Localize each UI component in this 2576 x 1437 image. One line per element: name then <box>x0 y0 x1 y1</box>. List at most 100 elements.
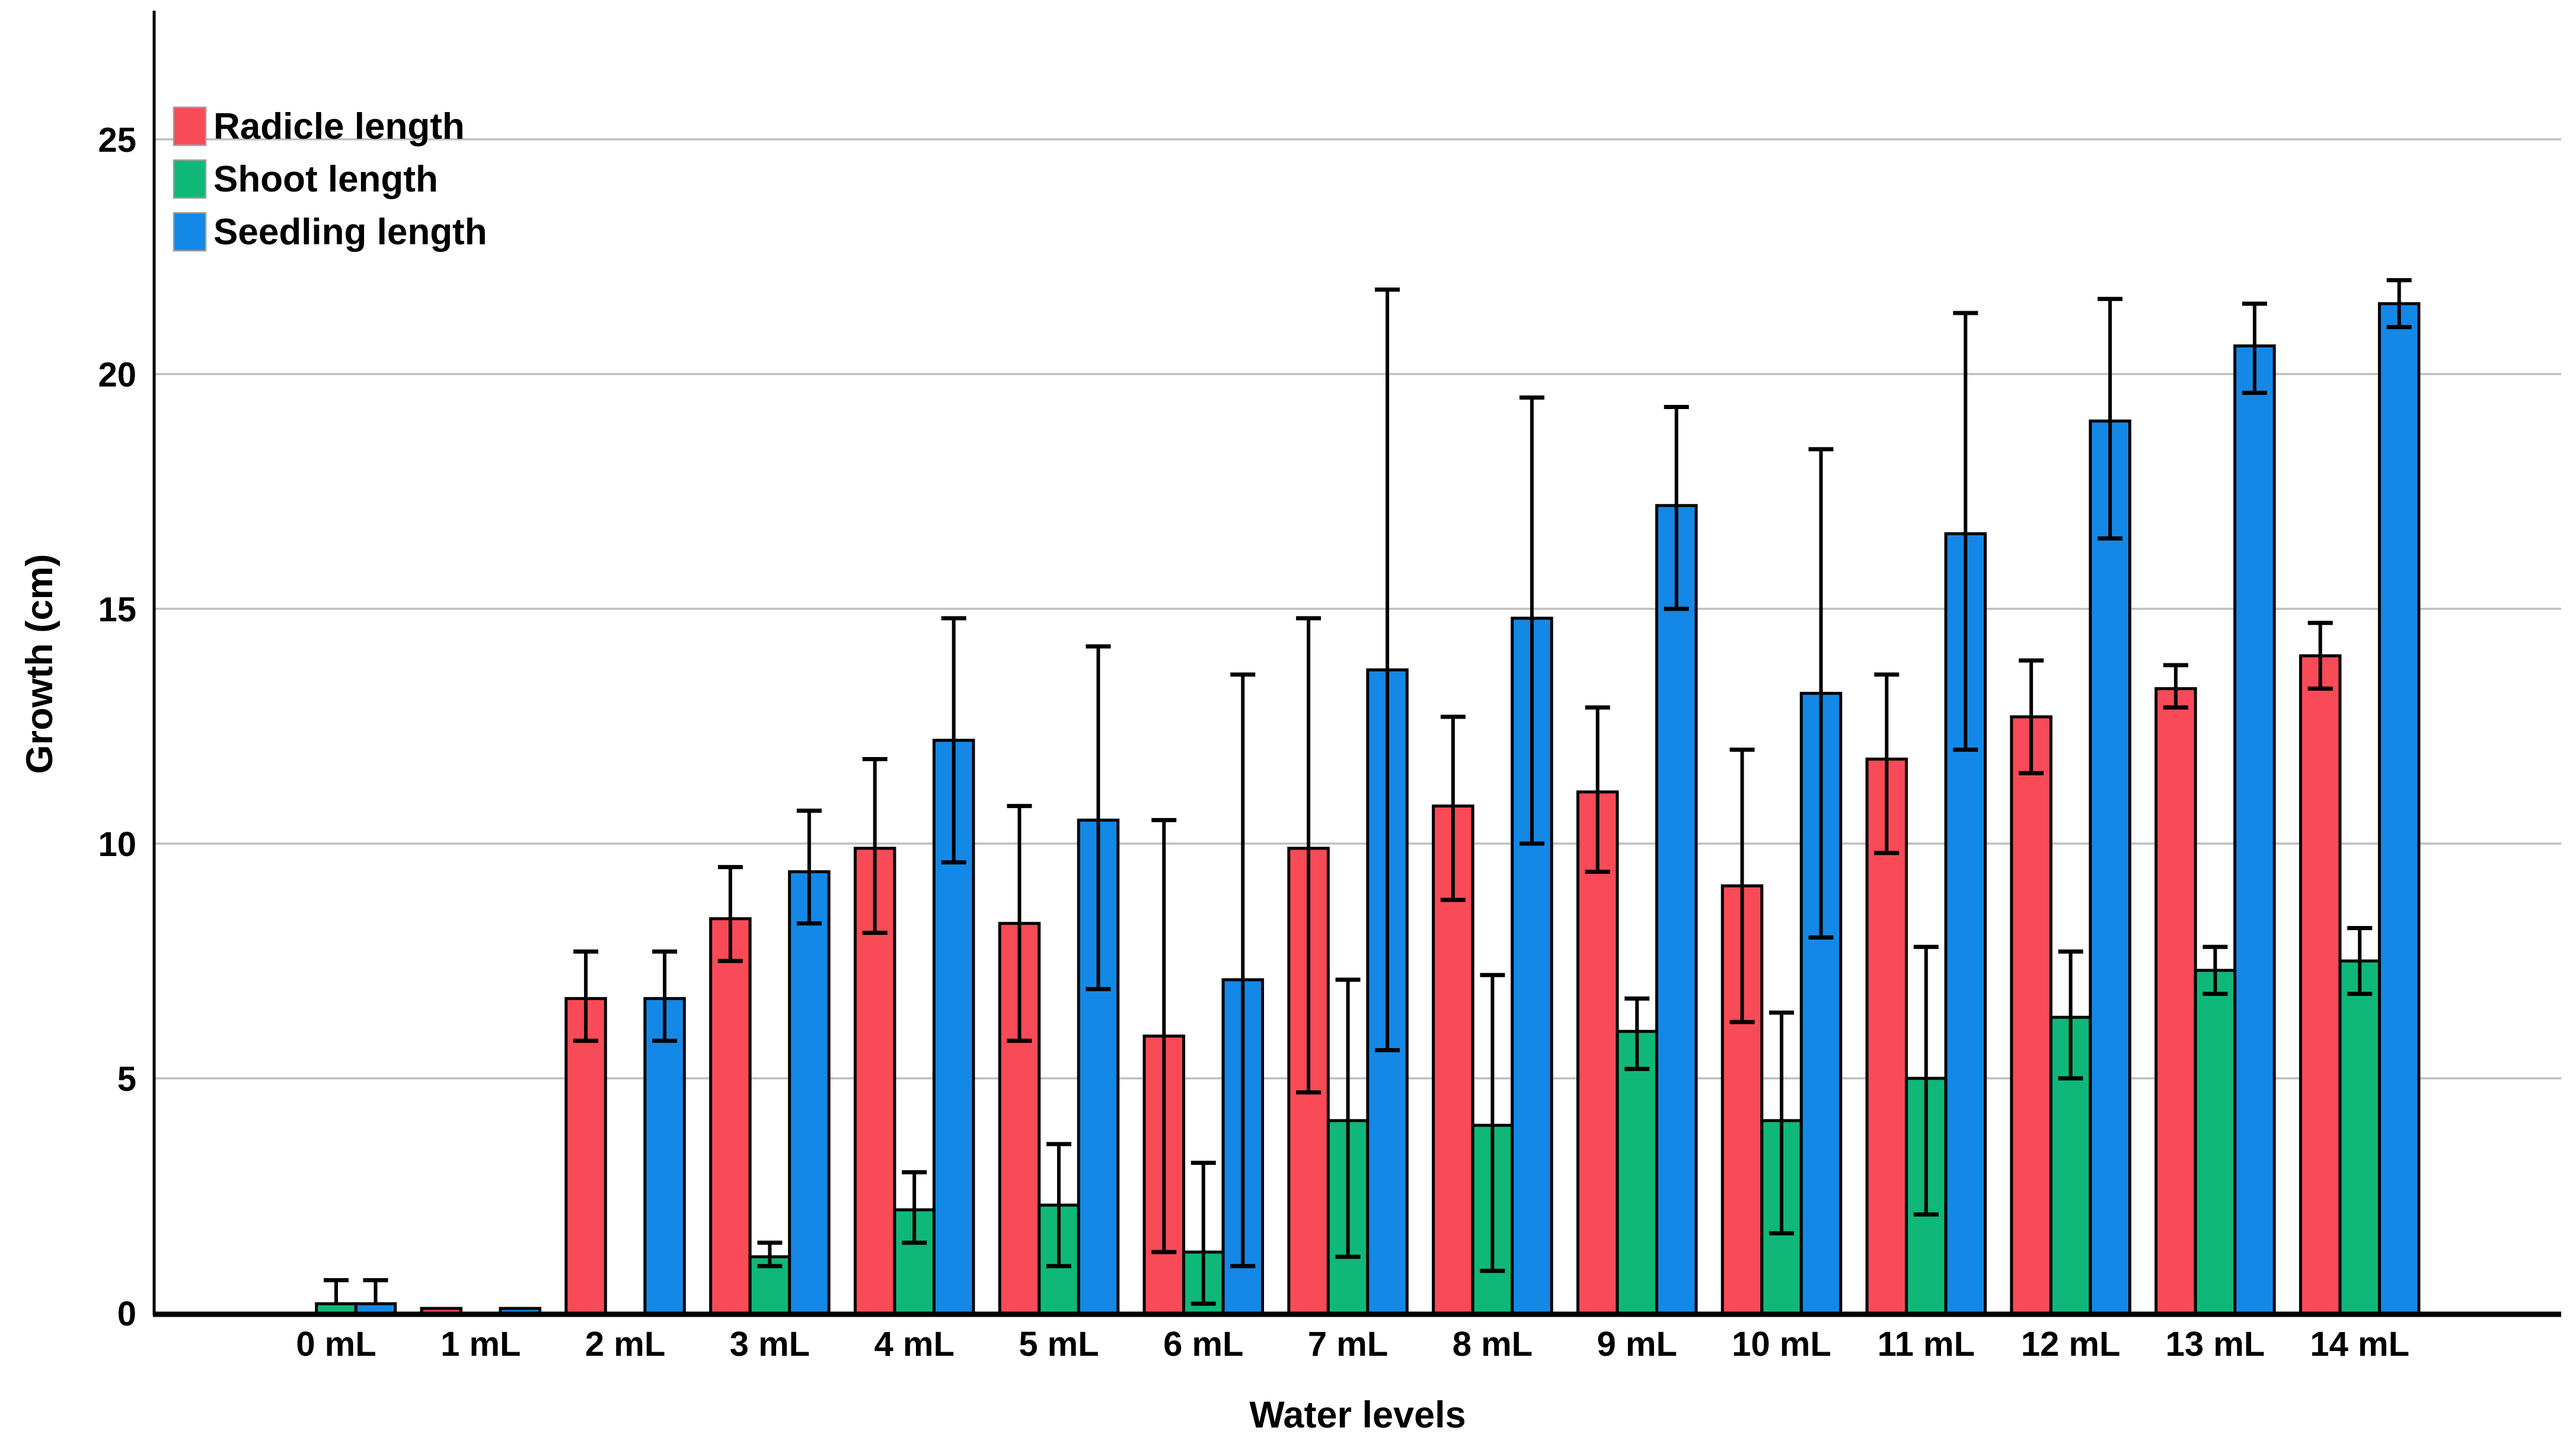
error-bar-seedling-length-10-mL <box>1808 447 1834 940</box>
error-bar-radicle-length-12-mL <box>2019 658 2044 775</box>
y-tick-label-0: 0 <box>117 1295 136 1333</box>
error-bar-shoot-length-8-mL <box>1480 973 1505 1273</box>
axes <box>152 11 2561 1317</box>
x-tick-labels: 0 mL 1 mL 2 mL 3 mL 4 mL 5 mL 6 mL 7 mL 8 mL 9 mL… <box>296 1325 2409 1363</box>
y-tick-labels: 0 5 10 15 20 25 <box>98 121 136 1333</box>
x-tick-label-12-mL: 12 mL <box>2021 1325 2121 1363</box>
legend-label-radicle-length: Radicle length <box>213 106 465 147</box>
y-axis-title: Growth (cm) <box>19 554 60 774</box>
x-tick-label-9-mL: 9 mL <box>1597 1325 1677 1363</box>
bar-radicle-length-2-mL <box>564 997 607 1315</box>
error-bar-radicle-length-13-mL <box>2163 663 2188 710</box>
x-tick-label-4-mL: 4 mL <box>874 1325 955 1363</box>
bar-shoot-length-14-mL <box>2338 959 2381 1315</box>
error-bar-seedling-length-4-mL <box>941 616 966 865</box>
x-tick-label-3-mL: 3 mL <box>730 1325 810 1363</box>
legend-swatch-shoot-length <box>173 159 207 199</box>
bar-radicle-length-13-mL <box>2154 687 2197 1315</box>
error-bar-shoot-length-13-mL <box>2202 944 2228 996</box>
error-bar-radicle-length-11-mL <box>1874 672 1900 855</box>
bar-radicle-length-3-mL <box>709 917 752 1315</box>
y-tick-label-15: 15 <box>98 590 136 629</box>
bars <box>315 278 2421 1315</box>
x-tick-label-6-mL: 6 mL <box>1163 1325 1243 1363</box>
x-tick-label-0-mL: 0 mL <box>296 1325 376 1363</box>
series-shoot-length <box>315 926 2381 1315</box>
x-tick-label-11-mL: 11 mL <box>1878 1325 1975 1363</box>
error-bar-radicle-length-3-mL <box>717 865 743 963</box>
error-bar-seedling-length-14-mL <box>2386 278 2412 330</box>
bar-radicle-length-9-mL <box>1576 790 1619 1315</box>
x-tick-label-1-mL: 1 mL <box>440 1325 521 1363</box>
error-bar-shoot-length-10-mL <box>1769 1010 1794 1235</box>
error-bar-shoot-length-5-mL <box>1046 1142 1071 1269</box>
error-bar-radicle-length-5-mL <box>1007 804 1032 1043</box>
error-bar-seedling-length-12-mL <box>2098 296 2123 541</box>
x-tick-label-2-mL: 2 mL <box>585 1325 665 1363</box>
gridlines <box>154 138 2561 1080</box>
error-bar-seedling-length-8-mL <box>1519 395 1544 846</box>
y-tick-label-5: 5 <box>117 1060 136 1098</box>
error-bar-radicle-length-4-mL <box>862 756 888 935</box>
legend-label-shoot-length: Shoot length <box>213 159 438 200</box>
bar-shoot-length-13-mL <box>2194 969 2237 1315</box>
error-bar-seedling-length-3-mL <box>796 809 822 926</box>
legend-swatch-radicle-length <box>173 106 207 146</box>
error-bar-radicle-length-6-mL <box>1151 818 1177 1254</box>
bar-radicle-length-14-mL <box>2299 654 2342 1315</box>
error-bar-shoot-length-12-mL <box>2058 949 2083 1081</box>
bar-seedling-length-14-mL <box>2377 302 2421 1315</box>
error-bar-seedling-length-13-mL <box>2242 301 2267 395</box>
y-tick-label-20: 20 <box>98 356 136 394</box>
bar-radicle-length-4-mL <box>853 847 896 1315</box>
legend: Radicle length Shoot length Seedling lengt… <box>173 106 487 253</box>
error-bar-shoot-length-4-mL <box>902 1170 927 1245</box>
error-bar-shoot-length-14-mL <box>2347 926 2373 996</box>
bar-seedling-length-9-mL <box>1655 504 1698 1315</box>
bar-seedling-length-13-mL <box>2233 344 2276 1315</box>
error-bar-seedling-length-0-mL <box>363 1278 388 1304</box>
error-bar-radicle-length-10-mL <box>1729 748 1755 1024</box>
error-bar-seedling-length-9-mL <box>1664 404 1689 611</box>
error-bar-radicle-length-2-mL <box>573 949 599 1043</box>
error-bar-seedling-length-11-mL <box>1953 311 1978 752</box>
error-bar-shoot-length-0-mL <box>324 1278 349 1304</box>
error-bar-shoot-length-7-mL <box>1335 978 1361 1259</box>
bar-seedling-length-12-mL <box>2089 419 2131 1315</box>
error-bar-seedling-length-5-mL <box>1086 644 1111 992</box>
error-bar-seedling-length-6-mL <box>1230 672 1256 1269</box>
series-radicle-length <box>420 616 2342 1315</box>
bar-shoot-length-9-mL <box>1616 1030 1658 1315</box>
error-bar-seedling-length-2-mL <box>652 949 678 1043</box>
error-bar-radicle-length-14-mL <box>2307 621 2333 691</box>
error-bar-shoot-length-9-mL <box>1624 996 1650 1071</box>
y-tick-label-25: 25 <box>98 121 136 159</box>
error-bar-shoot-length-11-mL <box>1913 944 1939 1217</box>
bar-radicle-length-12-mL <box>2010 715 2052 1315</box>
bar-seedling-length-5-mL <box>1077 818 1120 1315</box>
x-tick-label-13-mL: 13 mL <box>2166 1325 2265 1363</box>
error-bar-radicle-length-8-mL <box>1440 714 1466 902</box>
error-bar-shoot-length-3-mL <box>757 1240 783 1269</box>
error-bar-shoot-length-6-mL <box>1190 1161 1216 1306</box>
x-tick-label-14-mL: 14 mL <box>2310 1325 2409 1363</box>
x-tick-label-10-mL: 10 mL <box>1732 1325 1831 1363</box>
legend-item-shoot-length: Shoot length <box>173 159 438 200</box>
bar-seedling-length-2-mL <box>643 997 686 1315</box>
bar-seedling-length-3-mL <box>788 870 831 1315</box>
error-bar-radicle-length-7-mL <box>1296 616 1321 1095</box>
x-tick-label-7-mL: 7 mL <box>1308 1325 1388 1363</box>
x-tick-label-5-mL: 5 mL <box>1019 1325 1099 1363</box>
legend-item-seedling-length: Seedling length <box>173 212 487 253</box>
legend-label-seedling-length: Seedling length <box>213 212 487 253</box>
legend-swatch-seedling-length <box>173 212 207 252</box>
x-tick-label-8-mL: 8 mL <box>1453 1325 1533 1363</box>
series-seedling-length <box>354 278 2421 1315</box>
y-tick-label-10: 10 <box>98 825 136 864</box>
error-bar-radicle-length-9-mL <box>1585 705 1610 874</box>
legend-item-radicle-length: Radicle length <box>173 106 465 147</box>
x-axis-title: Water levels <box>1249 1394 1466 1436</box>
error-bar-seedling-length-7-mL <box>1375 287 1400 1052</box>
